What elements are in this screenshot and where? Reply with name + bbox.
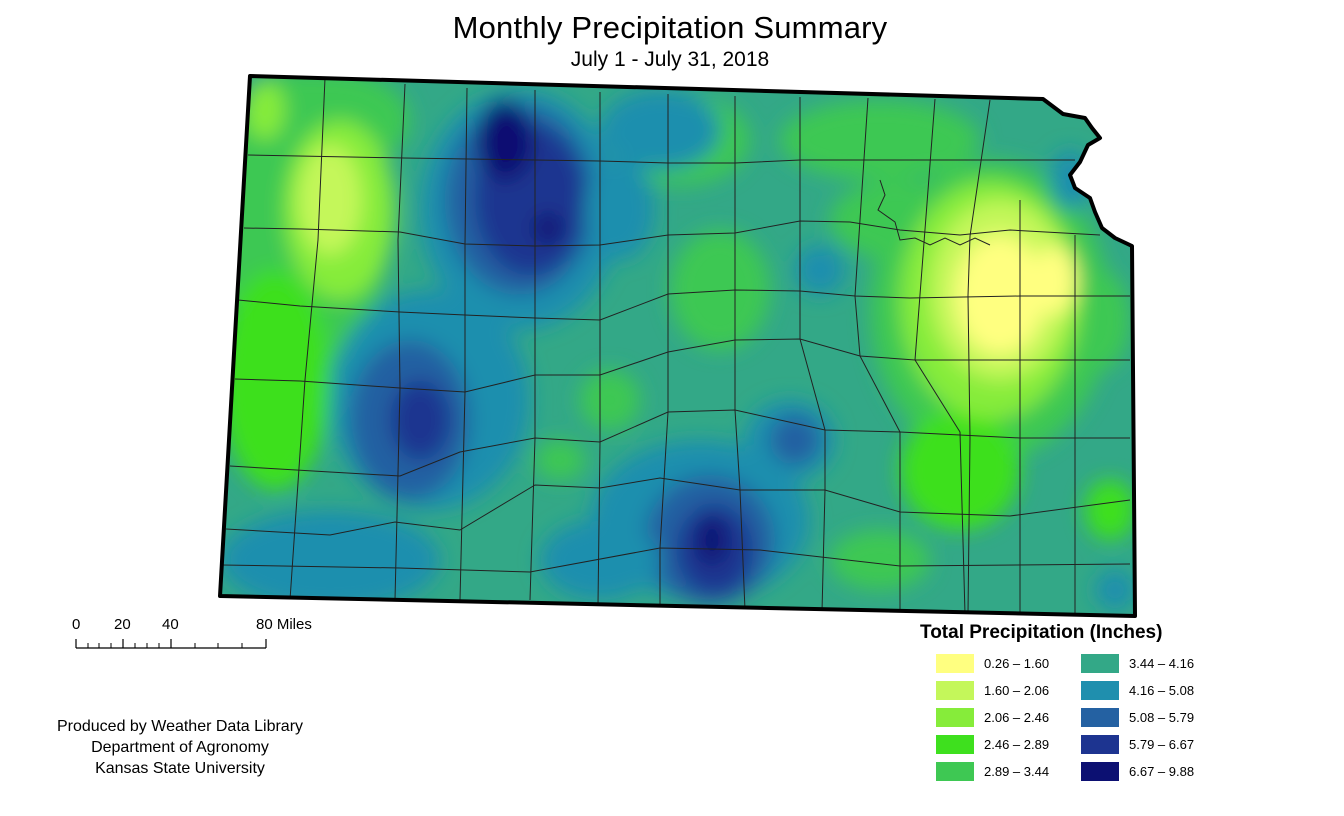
- legend-label: 4.16 – 5.08: [1129, 683, 1195, 698]
- legend-item: 0.26 – 1.60: [936, 650, 1081, 677]
- legend-swatch: [1081, 708, 1119, 727]
- credits-block: Produced by Weather Data Library Departm…: [30, 716, 330, 779]
- county-boundaries: [221, 77, 1131, 615]
- legend-label: 1.60 – 2.06: [984, 683, 1050, 698]
- legend-item: 3.44 – 4.16: [1081, 650, 1226, 677]
- legend-swatch: [936, 762, 974, 781]
- map-title: Monthly Precipitation Summary: [452, 10, 888, 45]
- legend-swatch: [1081, 654, 1119, 673]
- legend-label: 5.79 – 6.67: [1129, 737, 1195, 752]
- legend-swatch: [936, 735, 974, 754]
- legend-item: 1.60 – 2.06: [936, 677, 1081, 704]
- legend-label: 2.46 – 2.89: [984, 737, 1050, 752]
- legend-label: 0.26 – 1.60: [984, 656, 1050, 671]
- legend-item: 6.67 – 9.88: [1081, 758, 1226, 785]
- kansas-river: [877, 179, 991, 246]
- legend-item: 5.08 – 5.79: [1081, 704, 1226, 731]
- scale-bar: 0 20 40 80 Miles: [70, 616, 330, 656]
- credit-line-3: Kansas State University: [95, 760, 265, 777]
- legend-swatch: [1081, 762, 1119, 781]
- legend-item: 4.16 – 5.08: [1081, 677, 1226, 704]
- legend-item: 2.06 – 2.46: [936, 704, 1081, 731]
- legend-swatch: [936, 654, 974, 673]
- legend-grid: 0.26 – 1.60 1.60 – 2.06 2.06 – 2.46 2.46…: [936, 650, 1226, 785]
- legend-swatch: [1081, 735, 1119, 754]
- legend-label: 3.44 – 4.16: [1129, 656, 1195, 671]
- state-outline: [218, 74, 1137, 618]
- legend-swatch: [936, 681, 974, 700]
- scale-label-0: 0: [72, 616, 81, 633]
- credit-line-2: Department of Agronomy: [91, 739, 269, 756]
- legend-label: 6.67 – 9.88: [1129, 764, 1195, 779]
- legend-item: 5.79 – 6.67: [1081, 731, 1226, 758]
- scale-label-20: 20: [114, 616, 131, 633]
- map-subtitle: July 1 - July 31, 2018: [570, 48, 770, 71]
- legend-label: 5.08 – 5.79: [1129, 710, 1195, 725]
- legend: Total Precipitation (Inches) 0.26 – 1.60…: [912, 622, 1212, 781]
- scale-label-80-miles: 80 Miles: [256, 616, 312, 633]
- legend-swatch: [1081, 681, 1119, 700]
- legend-item: 2.89 – 3.44: [936, 758, 1081, 785]
- legend-title: Total Precipitation (Inches): [920, 622, 1163, 643]
- legend-swatch: [936, 708, 974, 727]
- legend-item: 2.46 – 2.89: [936, 731, 1081, 758]
- legend-label: 2.89 – 3.44: [984, 764, 1050, 779]
- scale-label-40: 40: [162, 616, 179, 633]
- legend-label: 2.06 – 2.46: [984, 710, 1050, 725]
- scale-ruler: [75, 639, 267, 649]
- credit-line-1: Produced by Weather Data Library: [56, 718, 304, 735]
